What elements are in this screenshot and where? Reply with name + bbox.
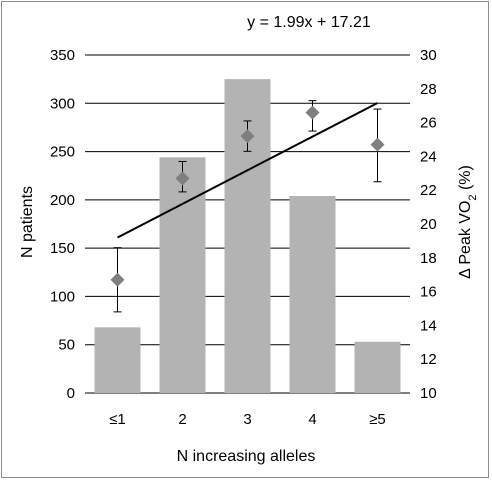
y-tick-label: 200 (50, 192, 75, 209)
y2-tick-label: 10 (420, 385, 437, 402)
bar (159, 157, 206, 393)
data-point (305, 105, 320, 120)
y2-tick-label: 14 (420, 317, 437, 334)
x-tick-label: ≥5 (369, 411, 386, 428)
trendline-equation: y = 1.99x + 17.21 (247, 14, 371, 31)
y-tick-label: 250 (50, 144, 75, 161)
y-tick-label: 100 (50, 288, 75, 305)
y2-tick-label: 12 (420, 351, 437, 368)
y2-tick-label: 16 (420, 284, 437, 301)
x-tick-label: ≤1 (109, 411, 126, 428)
y-tick-label: 0 (67, 385, 75, 402)
data-point (175, 171, 190, 186)
y2-tick-label: 26 (420, 115, 437, 132)
trendline-layer (117, 102, 378, 239)
tick-labels: 0501001502002503003501012141618202224262… (50, 47, 437, 428)
data-point (110, 272, 125, 287)
y-tick-label: 150 (50, 240, 75, 257)
bar (354, 341, 401, 393)
y2-tick-label: 22 (420, 182, 437, 199)
data-point (240, 129, 255, 144)
y-axis-title: N patients (19, 186, 36, 258)
y2-axis-title-main: Δ Peak VO (457, 201, 474, 279)
y2-tick-label: 30 (420, 47, 437, 64)
y2-axis-title: Δ Peak VO2 (%) (457, 165, 479, 279)
y2-axis-title-subscript: 2 (467, 194, 479, 200)
bar (94, 327, 141, 393)
x-tick-label: 3 (243, 411, 251, 428)
y2-tick-label: 20 (420, 216, 437, 233)
x-axis-title: N increasing alleles (177, 448, 316, 465)
scatter-series (110, 105, 385, 287)
trendline (117, 102, 378, 239)
y2-tick-label: 18 (420, 250, 437, 267)
y2-axis-title-suffix: (%) (457, 165, 474, 194)
y2-tick-label: 24 (420, 148, 437, 165)
x-tick-label: 2 (178, 411, 186, 428)
y-tick-label: 350 (50, 47, 75, 64)
x-tick-label: 4 (308, 411, 316, 428)
y2-tick-label: 28 (420, 81, 437, 98)
y-tick-label: 300 (50, 95, 75, 112)
data-point (370, 137, 385, 152)
y-tick-label: 50 (58, 337, 75, 354)
bar (289, 195, 336, 393)
